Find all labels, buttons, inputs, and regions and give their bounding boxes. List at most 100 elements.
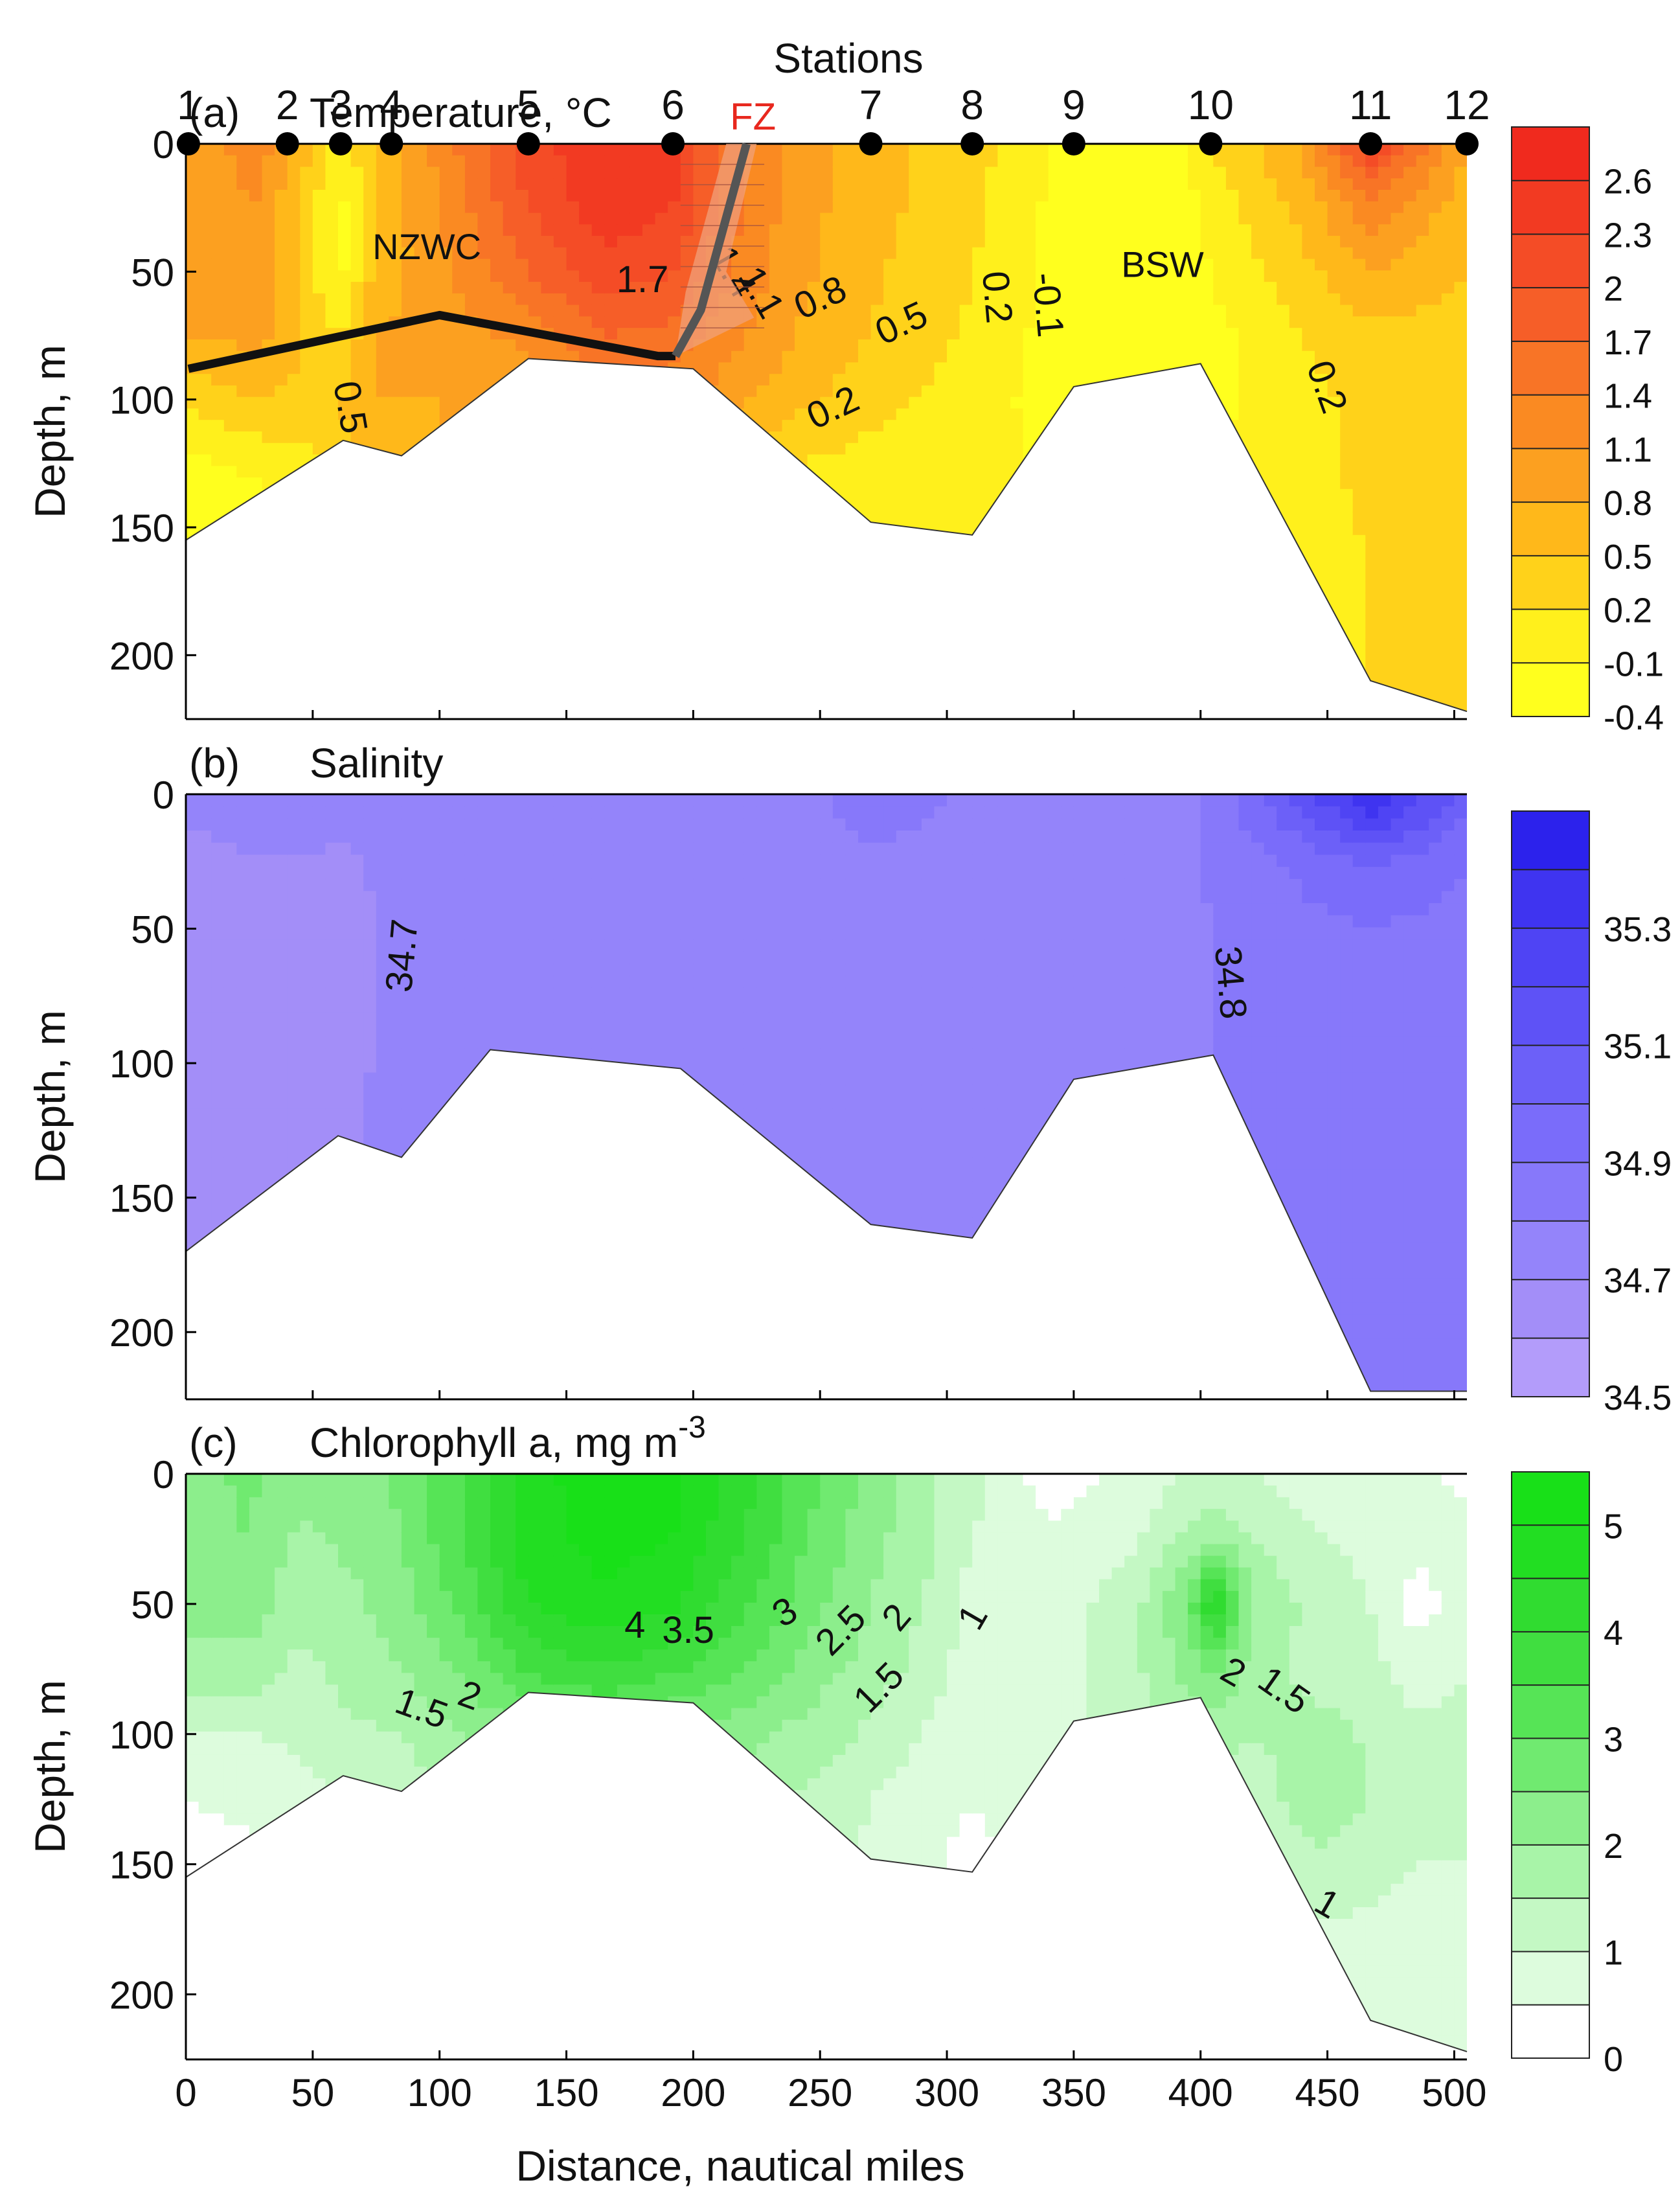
station-marker xyxy=(176,132,200,155)
colorbar-swatch xyxy=(1512,180,1589,235)
panel-letter: (c) xyxy=(189,1419,238,1466)
station-marker xyxy=(960,132,984,155)
colorbar-swatch xyxy=(1512,1791,1589,1846)
station-label: 2 xyxy=(276,82,299,128)
colorbar-frame xyxy=(1511,1471,1590,2059)
station-marker xyxy=(1455,132,1479,155)
colorbar-frame xyxy=(1511,126,1590,717)
station-marker xyxy=(661,132,685,155)
colorbar-label: 2.6 xyxy=(1604,163,1652,201)
colorbar-label: 0.5 xyxy=(1604,538,1652,577)
station-marker xyxy=(275,132,299,155)
colorbar: 0 1 2 3 4 5 xyxy=(1511,1471,1623,2079)
colorbar-swatch xyxy=(1512,1525,1589,1579)
station-marker xyxy=(1199,132,1223,155)
colorbar: -0.4 -0.1 0.2 0.5 0.8 1.1 1.4 1.7 2 2.3 2.6 xyxy=(1511,126,1664,737)
colorbar-label: 4 xyxy=(1604,1614,1623,1653)
stations-label: Stations xyxy=(773,35,923,82)
colorbar-swatch xyxy=(1512,1279,1589,1339)
colorbar-swatch xyxy=(1512,1104,1589,1163)
y-tick-label: 0 xyxy=(153,123,174,166)
colorbar-label: 1.1 xyxy=(1604,430,1652,469)
contour-label: 0.2 xyxy=(974,269,1021,325)
y-axis-label: Depth, m xyxy=(26,345,74,518)
x-tick-label: 500 xyxy=(1422,2071,1486,2115)
water-mass-label: BSW xyxy=(1121,244,1204,284)
colorbar-swatch xyxy=(1512,1685,1589,1739)
station-label: 1 xyxy=(177,82,200,128)
colorbar-swatch xyxy=(1512,1578,1589,1633)
y-tick-label: 200 xyxy=(109,1974,174,2017)
colorbar: 34.5 34.7 34.9 35.1 35.3 xyxy=(1511,810,1672,1417)
colorbar-swatch xyxy=(1512,928,1589,987)
colorbar-swatch xyxy=(1512,1338,1589,1397)
colorbar-swatch xyxy=(1512,127,1589,181)
colorbar-swatch xyxy=(1512,288,1589,342)
colorbar-swatch xyxy=(1512,1162,1589,1222)
y-tick-label: 100 xyxy=(109,1713,174,1757)
colorbar-swatch xyxy=(1512,1631,1589,1686)
colorbar-label: 2 xyxy=(1604,269,1623,308)
colorbar-swatch xyxy=(1512,1221,1589,1280)
colorbar-label: 0.8 xyxy=(1604,484,1652,523)
x-axis-label: Distance, nautical miles xyxy=(516,2142,964,2189)
colorbar-swatch xyxy=(1512,502,1589,556)
station-label: 10 xyxy=(1188,82,1234,128)
front-line xyxy=(672,143,751,358)
colorbar-swatch xyxy=(1512,1738,1589,1793)
colorbar-label: 0 xyxy=(1604,2040,1623,2079)
station-marker xyxy=(328,132,352,155)
colorbar-swatch xyxy=(1512,811,1589,870)
contour-label: 34.8 xyxy=(1207,945,1255,1021)
colorbar-label: 34.5 xyxy=(1604,1379,1672,1417)
station-marker xyxy=(516,132,540,155)
y-tick-label: 50 xyxy=(131,251,174,294)
colorbar-swatch xyxy=(1512,341,1589,396)
station-label: 7 xyxy=(859,82,883,128)
station-marker xyxy=(1359,132,1383,155)
panel-title-superscript: -3 xyxy=(678,1410,706,1445)
station-label: 8 xyxy=(960,82,984,128)
x-tick-label: 50 xyxy=(291,2071,334,2115)
colorbar-label: -0.1 xyxy=(1604,645,1664,683)
x-tick-label: 150 xyxy=(534,2071,598,2115)
station-label: 12 xyxy=(1444,82,1490,128)
colorbar-label: 1.7 xyxy=(1604,323,1652,362)
contour-label: -0.1 xyxy=(1024,271,1071,339)
colorbar-swatch xyxy=(1512,987,1589,1046)
colorbar-label: 3 xyxy=(1604,1720,1623,1759)
colorbar-label: 2.3 xyxy=(1604,216,1652,255)
colorbar-swatch xyxy=(1512,555,1589,610)
contour-label: 1.7 xyxy=(617,258,669,301)
contour-label: 0.5 xyxy=(325,378,376,437)
y-tick-label: 0 xyxy=(153,774,174,817)
colorbar-label: 35.3 xyxy=(1604,910,1672,949)
mixed-layer-line xyxy=(187,310,675,373)
y-tick-label: 200 xyxy=(109,1311,174,1355)
x-tick-label: 450 xyxy=(1295,2071,1360,2115)
station-label: 9 xyxy=(1062,82,1085,128)
colorbar-label: 1 xyxy=(1604,1933,1623,1972)
water-mass-label: NZWC xyxy=(372,226,481,267)
station-label: 3 xyxy=(329,82,352,128)
y-tick-label: 150 xyxy=(109,1844,174,1887)
seabed-line xyxy=(185,1691,1468,2052)
x-tick-label: 250 xyxy=(788,2071,852,2115)
x-tick-label: 200 xyxy=(661,2071,725,2115)
panel-title: Chlorophyll a, mg m-3 xyxy=(310,1410,706,1466)
colorbar-swatch xyxy=(1512,1844,1589,1899)
station-label: 6 xyxy=(661,82,685,128)
colorbar-swatch xyxy=(1512,1898,1589,1952)
contour-fill xyxy=(186,794,1467,1392)
y-tick-label: 0 xyxy=(153,1453,174,1496)
colorbar-swatch xyxy=(1512,448,1589,503)
seabed-line xyxy=(185,358,1468,713)
front-label: FZ xyxy=(730,96,776,138)
station-label: 11 xyxy=(1349,82,1392,128)
panel-letter: (a) xyxy=(189,89,240,136)
y-tick-label: 150 xyxy=(109,1177,174,1221)
panel-title: Salinity xyxy=(310,740,443,786)
overlays: FZ1 2 3 4 5 6 7 8 9 10 11 12 xyxy=(176,82,1490,373)
